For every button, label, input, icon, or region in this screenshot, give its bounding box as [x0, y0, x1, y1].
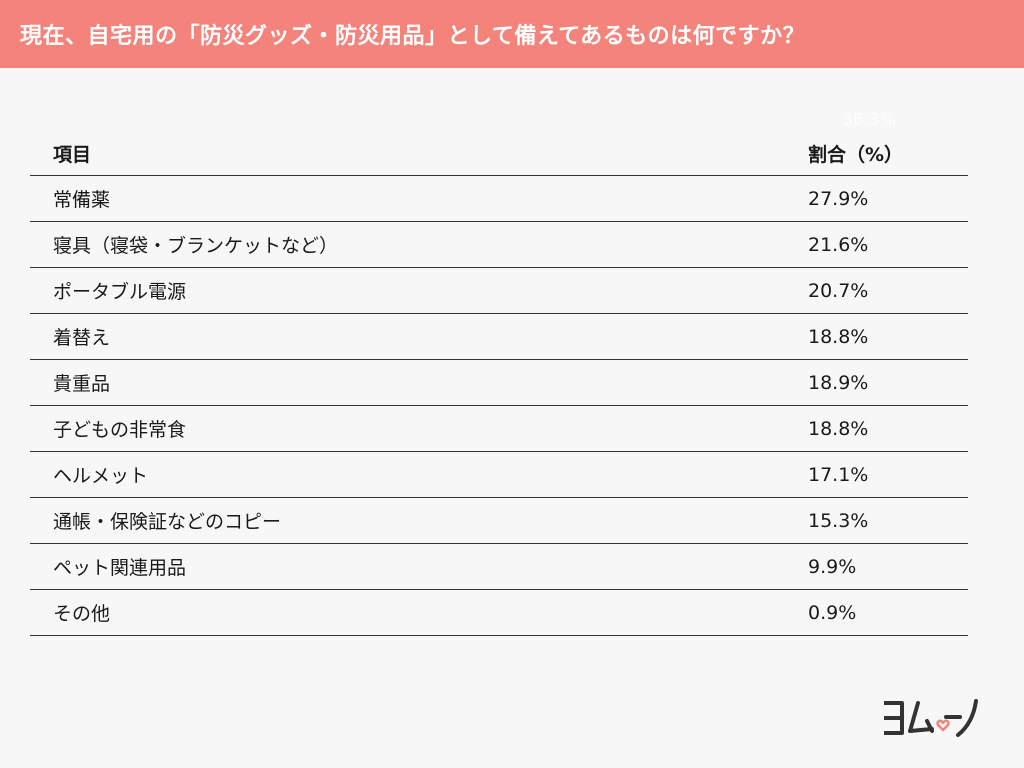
table-row: 着替え 18.8% [30, 314, 968, 360]
column-header-ratio: 割合（%） [808, 144, 904, 166]
row-value: 0.9% [808, 601, 857, 624]
ghost-value-label: 36.3% [842, 110, 897, 130]
table-row: ヘルメット 17.1% [30, 452, 968, 498]
row-item: その他 [53, 603, 111, 625]
row-item: 着替え [53, 327, 111, 349]
row-item: ヘルメット [53, 465, 149, 487]
table-row: 常備薬 27.9% [30, 176, 968, 222]
table-row: ポータブル電源 20.7% [30, 268, 968, 314]
row-value: 9.9% [808, 555, 857, 578]
row-item: 通帳・保険証などのコピー [53, 511, 282, 533]
row-item: 寝具（寝袋・ブランケットなど） [53, 235, 339, 257]
row-item: ペット関連用品 [53, 557, 187, 579]
page-title: 現在、自宅用の「防災グッズ・防災用品」として備えてあるものは何ですか？ [20, 24, 806, 49]
row-item: 子どもの非常食 [53, 419, 187, 441]
row-value: 17.1% [808, 463, 869, 486]
yomuno-logo [884, 699, 978, 737]
table-header-row: 項目 割合（%） [30, 130, 968, 176]
table-row: 貴重品 18.9% [30, 360, 968, 406]
row-value: 15.3% [808, 509, 869, 532]
row-item: 貴重品 [53, 373, 111, 395]
row-item: 常備薬 [53, 189, 111, 211]
table-row: 寝具（寝袋・ブランケットなど） 21.6% [30, 222, 968, 268]
table-row: 通帳・保険証などのコピー 15.3% [30, 498, 968, 544]
table-row: 子どもの非常食 18.8% [30, 406, 968, 452]
column-header-item: 項目 [53, 144, 92, 166]
row-value: 18.8% [808, 325, 869, 348]
row-item: ポータブル電源 [53, 281, 187, 303]
table-row: その他 0.9% [30, 590, 968, 636]
table-row: ペット関連用品 9.9% [30, 544, 968, 590]
row-value: 18.9% [808, 371, 869, 394]
row-value: 21.6% [808, 233, 869, 256]
row-value: 20.7% [808, 279, 869, 302]
row-value: 18.8% [808, 417, 869, 440]
header-banner: 現在、自宅用の「防災グッズ・防災用品」として備えてあるものは何ですか？ [0, 0, 1024, 68]
results-table: 項目 割合（%） 常備薬 27.9% 寝具（寝袋・ブランケットなど） 21.6%… [30, 130, 968, 636]
row-value: 27.9% [808, 187, 869, 210]
